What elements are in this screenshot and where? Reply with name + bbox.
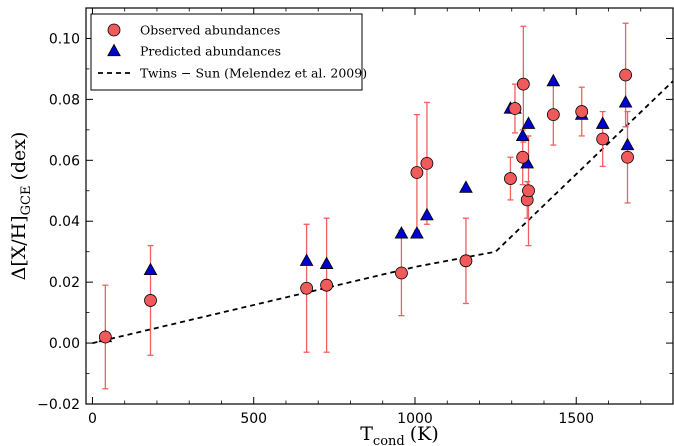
predicted-point [459, 180, 473, 193]
y-tick-label: 0.08 [49, 92, 80, 108]
predicted-point [299, 253, 314, 266]
y-axis-label-main: Δ[X/H] [8, 215, 30, 280]
x-axis-label-sub: cond [373, 434, 405, 446]
x-axis-label-unit: (K) [410, 423, 439, 445]
legend-trend-label: Twins − Sun (Melendez et al. 2009) [140, 66, 367, 81]
legend-observed-marker [107, 23, 121, 37]
observed-point [546, 108, 560, 122]
y-tick-label: 0.04 [49, 214, 80, 230]
predicted-point [546, 73, 561, 87]
y-tick-label: 0.06 [49, 153, 80, 169]
legend-observed-label: Observed abundances [140, 23, 280, 38]
axes-frame-rect [85, 7, 674, 405]
predicted-point [620, 137, 635, 151]
predicted-point [319, 256, 334, 269]
predicted-point [618, 95, 633, 108]
x-tick-label: 0 [88, 411, 97, 427]
x-tick-label: 1000 [397, 411, 433, 427]
observed-point [98, 330, 112, 344]
observed-point [522, 184, 535, 198]
observed-point [619, 68, 632, 82]
observed-point [320, 278, 334, 292]
axes-frame [85, 7, 674, 405]
y-axis-label: Δ[X/H]GCE (dex) [8, 132, 34, 281]
y-axis-label-unit: (dex) [8, 132, 30, 181]
observed-point [300, 281, 314, 295]
observed-point [621, 150, 634, 164]
trend-line [92, 80, 674, 344]
trend-layer [92, 80, 674, 344]
x-tick-label: 500 [240, 411, 267, 427]
predicted-point [595, 116, 610, 129]
legend-box [90, 13, 363, 91]
x-tick-label: 1500 [558, 411, 594, 427]
legend-predicted-marker [107, 43, 121, 57]
observed-point [508, 102, 522, 115]
predicted-point [420, 207, 434, 221]
y-tick-label: 0.00 [49, 336, 80, 352]
observed-point [516, 77, 530, 91]
y-tick-label: 0.10 [49, 31, 80, 47]
predicted-point [515, 128, 530, 142]
observed-point [144, 294, 157, 307]
observed-point [575, 105, 589, 118]
legend-predicted-label: Predicted abundances [140, 44, 281, 59]
legend: Observed abundances Predicted abundances T… [90, 13, 367, 91]
predicted-point [410, 226, 424, 239]
tick-layer: 0 500 1000 1500 −0.02 0.00 0.02 0.04 0.06 0.08 0.1… [37, 8, 673, 427]
predicted-point [143, 262, 158, 276]
axis-labels: Tcond (K) Δ[X/H]GCE (dex) [8, 132, 439, 446]
observed-point [395, 266, 408, 280]
observed-point [596, 132, 610, 146]
y-tick-label: −0.02 [37, 397, 80, 413]
predicted-point [521, 116, 536, 129]
x-axis-label-main: T [360, 423, 373, 445]
observed-point [459, 254, 473, 268]
y-axis-label-sub: GCE [19, 186, 34, 216]
y-tick-label: 0.02 [49, 275, 80, 291]
observed-layer [98, 68, 634, 344]
observed-point [516, 150, 530, 164]
x-axis-label: Tcond (K) [360, 423, 439, 446]
observed-point [504, 172, 517, 185]
observed-point [410, 166, 424, 179]
observed-point [420, 156, 434, 170]
predicted-point [394, 226, 409, 239]
